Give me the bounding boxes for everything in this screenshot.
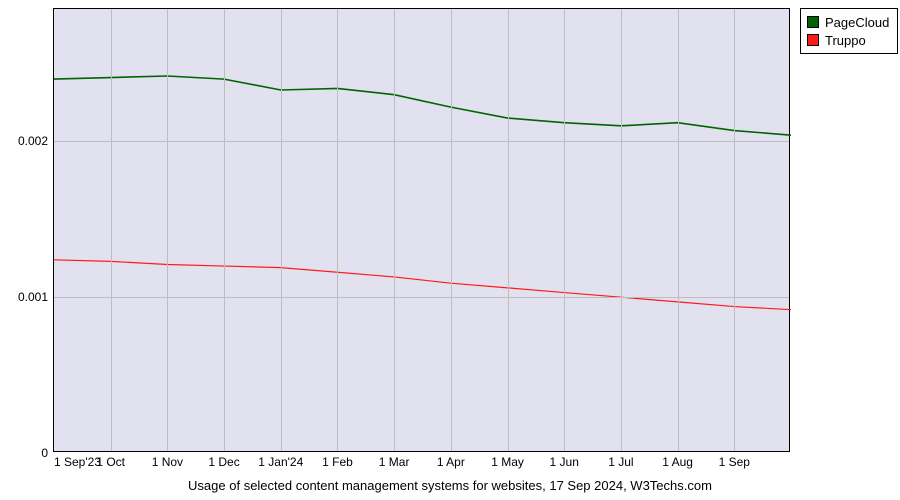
x-tick-label: 1 May — [491, 455, 524, 469]
gridline-vertical — [281, 9, 282, 451]
legend-item: PageCloud — [807, 13, 889, 31]
y-tick-label: 0.001 — [18, 290, 48, 304]
gridline-vertical — [734, 9, 735, 451]
chart-lines-svg — [54, 9, 791, 453]
x-tick-label: 1 Aug — [662, 455, 693, 469]
gridline-horizontal — [54, 141, 789, 142]
gridline-vertical — [111, 9, 112, 451]
chart-plot-area: 1 Sep'231 Oct1 Nov1 Dec1 Jan'241 Feb1 Ma… — [53, 8, 790, 452]
x-tick-label: 1 Sep'23 — [54, 455, 101, 469]
x-tick-label: 1 Jun — [550, 455, 579, 469]
x-tick-label: 1 Apr — [437, 455, 465, 469]
series-line — [54, 260, 791, 310]
legend-swatch — [807, 34, 819, 46]
series-line — [54, 76, 791, 135]
x-tick-label: 1 Sep — [719, 455, 750, 469]
x-tick-label: 1 Jan'24 — [258, 455, 303, 469]
legend-item: Truppo — [807, 31, 889, 49]
x-tick-label: 1 Dec — [208, 455, 239, 469]
x-tick-label: 1 Oct — [96, 455, 125, 469]
gridline-horizontal — [54, 297, 789, 298]
gridline-vertical — [337, 9, 338, 451]
gridline-vertical — [167, 9, 168, 451]
legend-label: PageCloud — [825, 15, 889, 30]
gridline-vertical — [508, 9, 509, 451]
chart-caption: Usage of selected content management sys… — [0, 478, 900, 493]
x-tick-label: 1 Nov — [152, 455, 183, 469]
gridline-vertical — [621, 9, 622, 451]
gridline-vertical — [564, 9, 565, 451]
gridline-vertical — [678, 9, 679, 451]
x-tick-label: 1 Feb — [322, 455, 353, 469]
legend-swatch — [807, 16, 819, 28]
y-tick-label: 0.002 — [18, 134, 48, 148]
gridline-vertical — [224, 9, 225, 451]
legend-label: Truppo — [825, 33, 866, 48]
x-tick-label: 1 Jul — [608, 455, 633, 469]
chart-legend: PageCloud Truppo — [800, 8, 898, 54]
gridline-vertical — [394, 9, 395, 451]
x-tick-label: 1 Mar — [379, 455, 410, 469]
y-tick-label: 0 — [41, 446, 48, 460]
gridline-vertical — [451, 9, 452, 451]
